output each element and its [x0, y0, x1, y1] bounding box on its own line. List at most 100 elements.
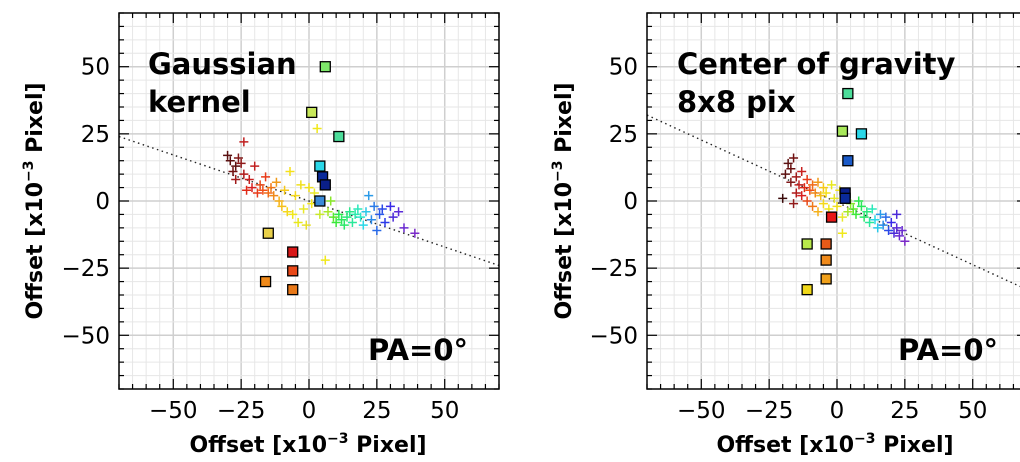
cross-marker [288, 209, 298, 219]
y-tick-label: −25 [61, 256, 110, 282]
cross-marker [231, 161, 241, 171]
x-tick-labels: −50 −25 0 25 50 [677, 398, 987, 424]
x-tick-label: 25 [362, 398, 391, 424]
cross-marker [353, 204, 363, 214]
cross-marker [225, 156, 235, 166]
square-marker [825, 211, 838, 223]
cross-marker [808, 180, 818, 190]
cross-marker [366, 215, 376, 225]
y-tick-label: −50 [589, 323, 638, 349]
cross-marker [865, 217, 875, 227]
axis-ticks [118, 12, 500, 390]
cross-marker [816, 191, 826, 201]
cross-marker [339, 220, 349, 230]
x-tick-labels: −50 −25 0 25 50 [149, 398, 459, 424]
cross-marker [808, 201, 818, 211]
cross-marker [385, 201, 395, 211]
cross-marker [252, 188, 262, 198]
cross-marker [818, 199, 828, 209]
cross-marker [854, 196, 864, 206]
cross-markers [778, 153, 910, 246]
cross-marker [813, 177, 823, 187]
cross-marker [377, 204, 387, 214]
cross-marker [236, 158, 246, 168]
cross-marker [797, 166, 807, 176]
cross-marker [848, 204, 858, 214]
cross-marker [789, 199, 799, 209]
cross-marker [894, 231, 904, 241]
cross-marker [375, 209, 385, 219]
y-tick-label: 50 [81, 55, 110, 81]
cross-marker [778, 193, 788, 203]
grid [119, 13, 499, 389]
cross-marker [328, 212, 338, 222]
cross-marker [337, 215, 347, 225]
method-label-line2: kernel [148, 85, 251, 119]
cross-marker [244, 175, 254, 185]
method-label-line1: Center of gravity [677, 47, 955, 81]
cross-marker [859, 212, 869, 222]
cross-marker [356, 212, 366, 222]
cross-marker [369, 201, 379, 211]
cross-marker [810, 188, 820, 198]
cross-marker [250, 161, 260, 171]
cross-marker [320, 255, 330, 265]
cross-marker [228, 166, 238, 176]
cross-marker [304, 183, 314, 193]
cross-marker [856, 201, 866, 211]
right-panel: −50 −25 0 25 50 −50 −25 0 25 50 Center of gravit… [550, 12, 1020, 458]
square-marker [319, 61, 331, 73]
y-tick-label: −50 [61, 323, 110, 349]
cross-marker [786, 164, 796, 174]
cross-marker [851, 209, 861, 219]
cross-marker [789, 153, 799, 163]
cross-marker [282, 207, 292, 217]
cross-marker [410, 228, 420, 238]
cross-marker [277, 201, 287, 211]
cross-marker [802, 196, 812, 206]
square-marker [855, 128, 868, 140]
cross-marker [881, 212, 891, 222]
cross-marker [889, 228, 899, 238]
y-axis-label: Offset [x10−3 Pixel] [550, 82, 577, 319]
square-marker [287, 283, 299, 296]
cross-marker [323, 207, 333, 217]
square-marker [319, 179, 331, 191]
square-marker [306, 106, 318, 119]
cross-marker [791, 188, 801, 198]
cross-marker [263, 188, 273, 198]
cross-marker [897, 226, 907, 236]
cross-marker [331, 217, 341, 227]
cross-marker [258, 185, 268, 195]
square-marker [820, 273, 832, 285]
y-tick-label: 0 [623, 189, 638, 215]
y-axis-label: Offset [x10−3 Pixel] [21, 82, 48, 319]
cross-marker [892, 209, 902, 219]
square-marker [836, 125, 849, 137]
cross-marker [791, 172, 801, 182]
cross-marker [884, 226, 894, 236]
x-tick-label: −50 [149, 398, 198, 424]
cross-marker [269, 191, 279, 201]
cross-marker [832, 201, 842, 211]
x-tick-label: 50 [430, 398, 459, 424]
y-tick-label: 25 [81, 122, 110, 148]
cross-marker [239, 137, 249, 147]
grid [647, 13, 1020, 389]
method-label-line2: 8x8 pix [677, 85, 796, 119]
axis-ticks [646, 12, 1020, 390]
square-marker [842, 87, 854, 100]
square-markers [801, 87, 868, 296]
cross-marker [827, 180, 837, 190]
square-marker [262, 227, 274, 239]
cross-marker [247, 183, 257, 193]
cross-marker [239, 169, 249, 179]
x-tick-label: 0 [830, 398, 845, 424]
position-angle-label: PA=0° [368, 333, 468, 367]
cross-marker [266, 183, 276, 193]
cross-marker [862, 207, 872, 217]
y-tick-labels: −50 −25 0 25 50 [589, 55, 638, 350]
cross-marker [299, 204, 309, 214]
square-marker [820, 238, 832, 250]
